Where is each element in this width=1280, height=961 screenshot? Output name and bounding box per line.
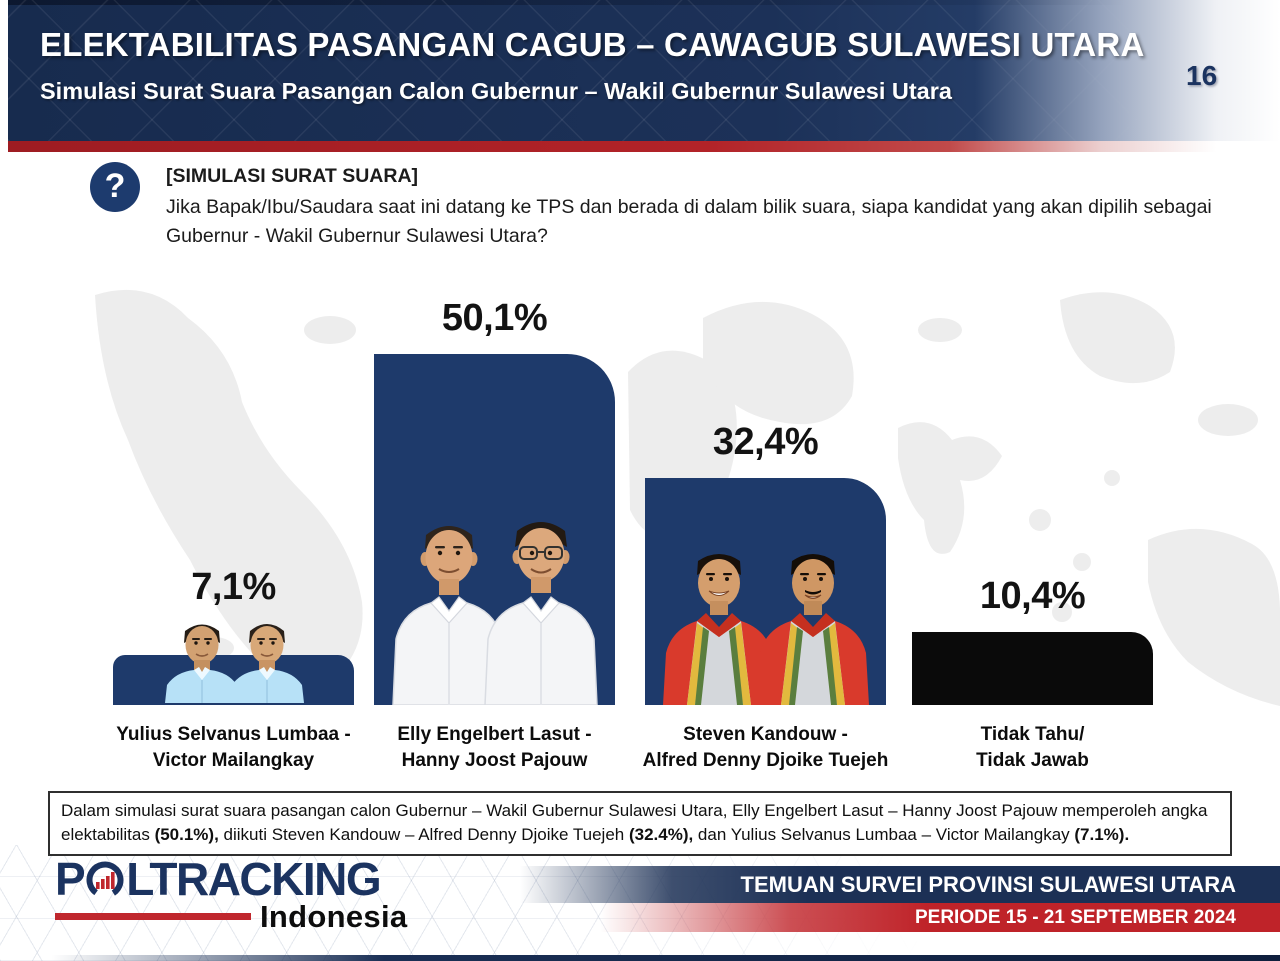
page-subtitle: Simulasi Surat Suara Pasangan Calon Gube… bbox=[40, 78, 952, 104]
logo-letters-rest: LTRACKING bbox=[126, 853, 381, 905]
footer-banner-primary: TEMUAN SURVEI PROVINSI SULAWESI UTARA bbox=[520, 866, 1280, 903]
page-title: ELEKTABILITAS PASANGAN CAGUB – CAWAGUB S… bbox=[40, 26, 1145, 63]
bar-label-line2: Tidak Jawab bbox=[976, 750, 1089, 771]
logo-letter-p: P bbox=[55, 853, 86, 905]
summary-segment: Dalam simulasi surat suara pasangan calo… bbox=[61, 801, 1208, 844]
candidate-pair-photo-white-shirts bbox=[391, 522, 598, 705]
bar-label-line2: Alfred Denny Djoike Tuejeh bbox=[642, 750, 889, 771]
bar-label: Tidak Tahu/ Tidak Jawab bbox=[868, 722, 1198, 774]
poltracking-logo-subline: Indonesia bbox=[55, 901, 407, 932]
summary-segment-bold: (50.1%), bbox=[154, 825, 219, 844]
bottom-edge-bar bbox=[0, 955, 1280, 961]
question-mark-icon: ? bbox=[90, 162, 140, 212]
bar bbox=[912, 632, 1153, 705]
bar-label-line1: Tidak Tahu/ bbox=[980, 724, 1085, 745]
red-divider-bar bbox=[8, 141, 1280, 152]
bar-group-yulius-victor: 7,1% bbox=[113, 0, 354, 961]
bar bbox=[374, 354, 615, 705]
percent-label: 50,1% bbox=[441, 297, 548, 339]
header-banner: ELEKTABILITAS PASANGAN CAGUB – CAWAGUB S… bbox=[8, 0, 1280, 141]
bar bbox=[645, 478, 886, 705]
bar-label: Steven Kandouw - Alfred Denny Djoike Tue… bbox=[601, 722, 931, 774]
summary-segment-bold: (32.4%), bbox=[628, 825, 694, 844]
bar-group-steven-alfred: 32,4% bbox=[643, 0, 889, 961]
bar-label-line2: Victor Mailangkay bbox=[152, 750, 315, 771]
question-tag: [SIMULASI SURAT SUARA] bbox=[166, 165, 419, 187]
bar-label-line1: Elly Engelbert Lasut - bbox=[397, 724, 592, 745]
poltracking-logo: P LTRACKING Indonesia bbox=[55, 856, 407, 932]
page-number: 16 bbox=[1186, 60, 1218, 91]
poltracking-wordmark: P LTRACKING bbox=[55, 856, 407, 902]
summary-segment-bold: (7.1%). bbox=[1074, 825, 1130, 844]
bar-label-line1: Steven Kandouw - bbox=[683, 724, 848, 745]
summary-segment: diikuti Steven Kandouw – Alfred Denny Dj… bbox=[218, 825, 629, 844]
bar-label-line1: Yulius Selvanus Lumbaa - bbox=[116, 724, 351, 745]
logo-subtext: Indonesia bbox=[260, 899, 408, 934]
question-text: Jika Bapak/Ibu/Saudara saat ini datang k… bbox=[166, 196, 1212, 247]
logo-red-rule bbox=[55, 913, 251, 920]
bar-label-line2: Hanny Joost Pajouw bbox=[401, 750, 588, 771]
summary-segment: dan Yulius Selvanus Lumbaa – Victor Mail… bbox=[693, 825, 1075, 844]
footer-banner-secondary: PERIODE 15 - 21 SEPTEMBER 2024 bbox=[600, 903, 1280, 932]
bar-group-tidak-tahu: 10,4% Tidak Tahu/ Tidak Jawab bbox=[912, 0, 1153, 961]
candidate-pair-photo-light-blue bbox=[164, 624, 304, 703]
bar-label: Elly Engelbert Lasut - Hanny Joost Pajou… bbox=[330, 722, 660, 774]
percent-label: 32,4% bbox=[712, 421, 819, 463]
percent-label: 7,1% bbox=[191, 566, 276, 608]
bar-group-elly-hanny: 50,1% bbox=[374, 0, 615, 961]
bar-label: Yulius Selvanus Lumbaa - Victor Mailangk… bbox=[69, 722, 399, 774]
bar-chart-ring-icon bbox=[86, 861, 124, 899]
candidate-pair-photo-red-shirts bbox=[662, 554, 869, 705]
summary-box: Dalam simulasi surat suara pasangan calo… bbox=[48, 791, 1232, 856]
percent-label: 10,4% bbox=[979, 575, 1086, 617]
